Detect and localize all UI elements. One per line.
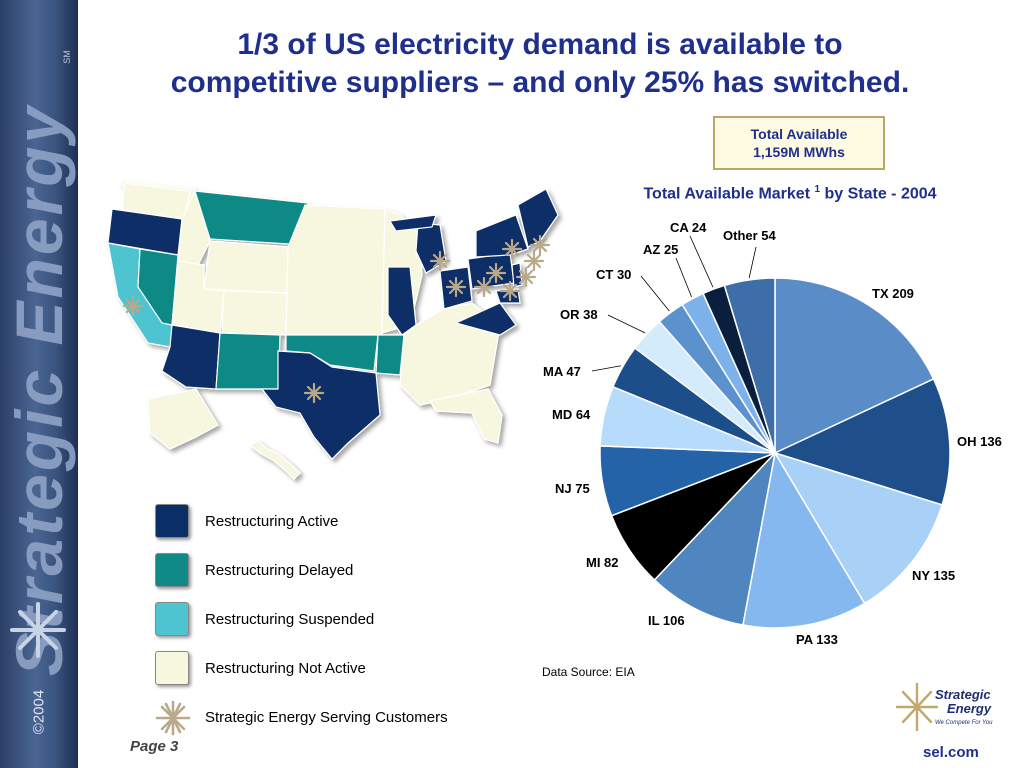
map-state-il: [387, 266, 417, 336]
pie-label-ct: CT 30: [596, 267, 631, 282]
pie-label-ca: CA 24: [670, 220, 707, 235]
page-title: 1/3 of US electricity demand is availabl…: [100, 26, 980, 102]
map-state-va: [454, 302, 517, 336]
pie-slice-other: [723, 277, 776, 454]
pie-slice-il: [653, 450, 777, 626]
chart-title-suffix: by State - 2004: [820, 185, 937, 203]
legend-label-delayed: Restructuring Delayed: [205, 562, 354, 579]
legend-swatch-active: [155, 504, 189, 538]
legend-swatch-suspended: [155, 602, 189, 636]
pie-label-tx: TX 209: [872, 286, 914, 301]
legend-item-delayed: Restructuring Delayed: [155, 553, 515, 589]
legend-label-active: Restructuring Active: [205, 513, 339, 530]
pie-leader-az: [675, 257, 692, 298]
map-state-nv: [137, 248, 179, 326]
pie-label-az: AZ 25: [643, 242, 678, 257]
pie-slice-tx: [774, 277, 935, 455]
pie-label-ny: NY 135: [912, 568, 955, 583]
pie-leader-other: [748, 246, 757, 278]
map-state-ar: [375, 334, 405, 376]
pie-label-other: Other 54: [723, 228, 777, 243]
serving-customer-stars: [122, 234, 551, 404]
logo-line1: Strategic: [935, 687, 991, 702]
page-number: Page 3: [130, 738, 179, 755]
page-title-line1: 1/3 of US electricity demand is availabl…: [237, 28, 843, 61]
map-state-hi: [248, 440, 301, 480]
pie-label-or: OR 38: [560, 307, 598, 322]
pie-slice-ny: [773, 451, 944, 605]
pie-label-ma: MA 47: [543, 364, 581, 379]
legend-label-not-active: Restructuring Not Active: [205, 660, 366, 677]
pie-label-oh: OH 136: [957, 434, 1002, 449]
pie-label-md: MD 64: [552, 407, 591, 422]
star-icon: [10, 602, 66, 658]
legend-item-suspended: Restructuring Suspended: [155, 602, 515, 638]
page-title-line2: competitive suppliers – and only 25% has…: [170, 66, 910, 99]
total-available-value: 1,159M MWhs: [753, 144, 845, 160]
sidebar-banner: Strategic Energy SM ©2004: [0, 0, 78, 768]
legend-label-suspended: Restructuring Suspended: [205, 611, 375, 628]
total-available-label: Total Available: [750, 126, 848, 142]
map-region-new-england: [517, 188, 559, 248]
star-icon: [155, 700, 191, 736]
legend-item-active: Restructuring Active: [155, 504, 515, 540]
map-state-ak: [147, 388, 219, 450]
logo-tagline: We Compete For You: [935, 720, 993, 726]
pie-label-pa: PA 133: [796, 632, 838, 647]
pie-label-nj: NJ 75: [555, 481, 590, 496]
legend-label-serving: Strategic Energy Serving Customers: [205, 709, 448, 726]
pie-slice-oh: [772, 377, 951, 506]
pie-leader-ma: [591, 365, 622, 372]
company-logo: Strategic Energy We Compete For You: [895, 680, 1010, 738]
data-source: Data Source: EIA: [542, 665, 635, 679]
legend-swatch-delayed: [155, 553, 189, 587]
pie-label-il: IL 106: [648, 613, 685, 628]
pie-label-mi: MI 82: [586, 555, 619, 570]
map-state-nj: [511, 262, 523, 288]
pie-leader-ca: [689, 235, 714, 288]
chart-title: Total Available Market 1 by State - 2004: [560, 184, 1020, 203]
map-state-tx: [260, 350, 381, 460]
chart-title-footnote: 1: [814, 184, 821, 195]
map-state-mi-up: [389, 214, 437, 232]
logo-star-icon: [895, 682, 939, 732]
pie-leader-or: [607, 314, 646, 334]
legend-item-serving: Strategic Energy Serving Customers: [155, 700, 515, 736]
chart-title-text: Total Available Market: [643, 185, 811, 203]
legend-swatch-not-active: [155, 651, 189, 685]
logo-line2: Energy: [947, 701, 992, 716]
us-restructuring-map: [107, 180, 559, 480]
total-available-box: Total Available 1,159M MWhs: [713, 116, 885, 170]
pie-slice-pa: [742, 450, 866, 629]
pie-leader-ct: [640, 275, 670, 312]
map-state-fl: [429, 388, 503, 444]
website-link[interactable]: sel.com: [923, 744, 979, 761]
legend-item-not-active: Restructuring Not Active: [155, 651, 515, 687]
